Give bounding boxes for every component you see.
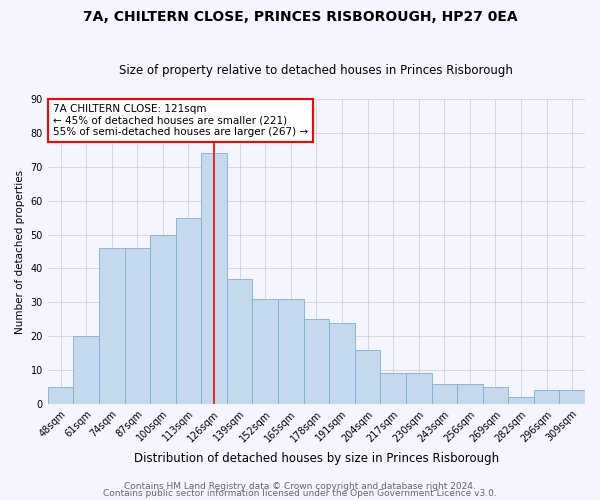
Bar: [534, 390, 559, 404]
Text: 7A CHILTERN CLOSE: 121sqm
← 45% of detached houses are smaller (221)
55% of semi: 7A CHILTERN CLOSE: 121sqm ← 45% of detac…: [53, 104, 308, 138]
Title: Size of property relative to detached houses in Princes Risborough: Size of property relative to detached ho…: [119, 64, 514, 77]
Bar: [482, 387, 508, 404]
Bar: [559, 390, 585, 404]
Bar: [227, 278, 253, 404]
Bar: [125, 248, 150, 404]
Bar: [329, 322, 355, 404]
Bar: [380, 374, 406, 404]
Bar: [508, 397, 534, 404]
Text: 7A, CHILTERN CLOSE, PRINCES RISBOROUGH, HP27 0EA: 7A, CHILTERN CLOSE, PRINCES RISBOROUGH, …: [83, 10, 517, 24]
Bar: [48, 387, 73, 404]
Bar: [201, 153, 227, 404]
Text: Contains HM Land Registry data © Crown copyright and database right 2024.: Contains HM Land Registry data © Crown c…: [124, 482, 476, 491]
Bar: [73, 336, 99, 404]
X-axis label: Distribution of detached houses by size in Princes Risborough: Distribution of detached houses by size …: [134, 452, 499, 465]
Bar: [99, 248, 125, 404]
Y-axis label: Number of detached properties: Number of detached properties: [15, 170, 25, 334]
Bar: [253, 299, 278, 404]
Bar: [278, 299, 304, 404]
Bar: [431, 384, 457, 404]
Bar: [355, 350, 380, 404]
Bar: [150, 234, 176, 404]
Bar: [304, 319, 329, 404]
Bar: [457, 384, 482, 404]
Bar: [406, 374, 431, 404]
Text: Contains public sector information licensed under the Open Government Licence v3: Contains public sector information licen…: [103, 489, 497, 498]
Bar: [176, 218, 201, 404]
